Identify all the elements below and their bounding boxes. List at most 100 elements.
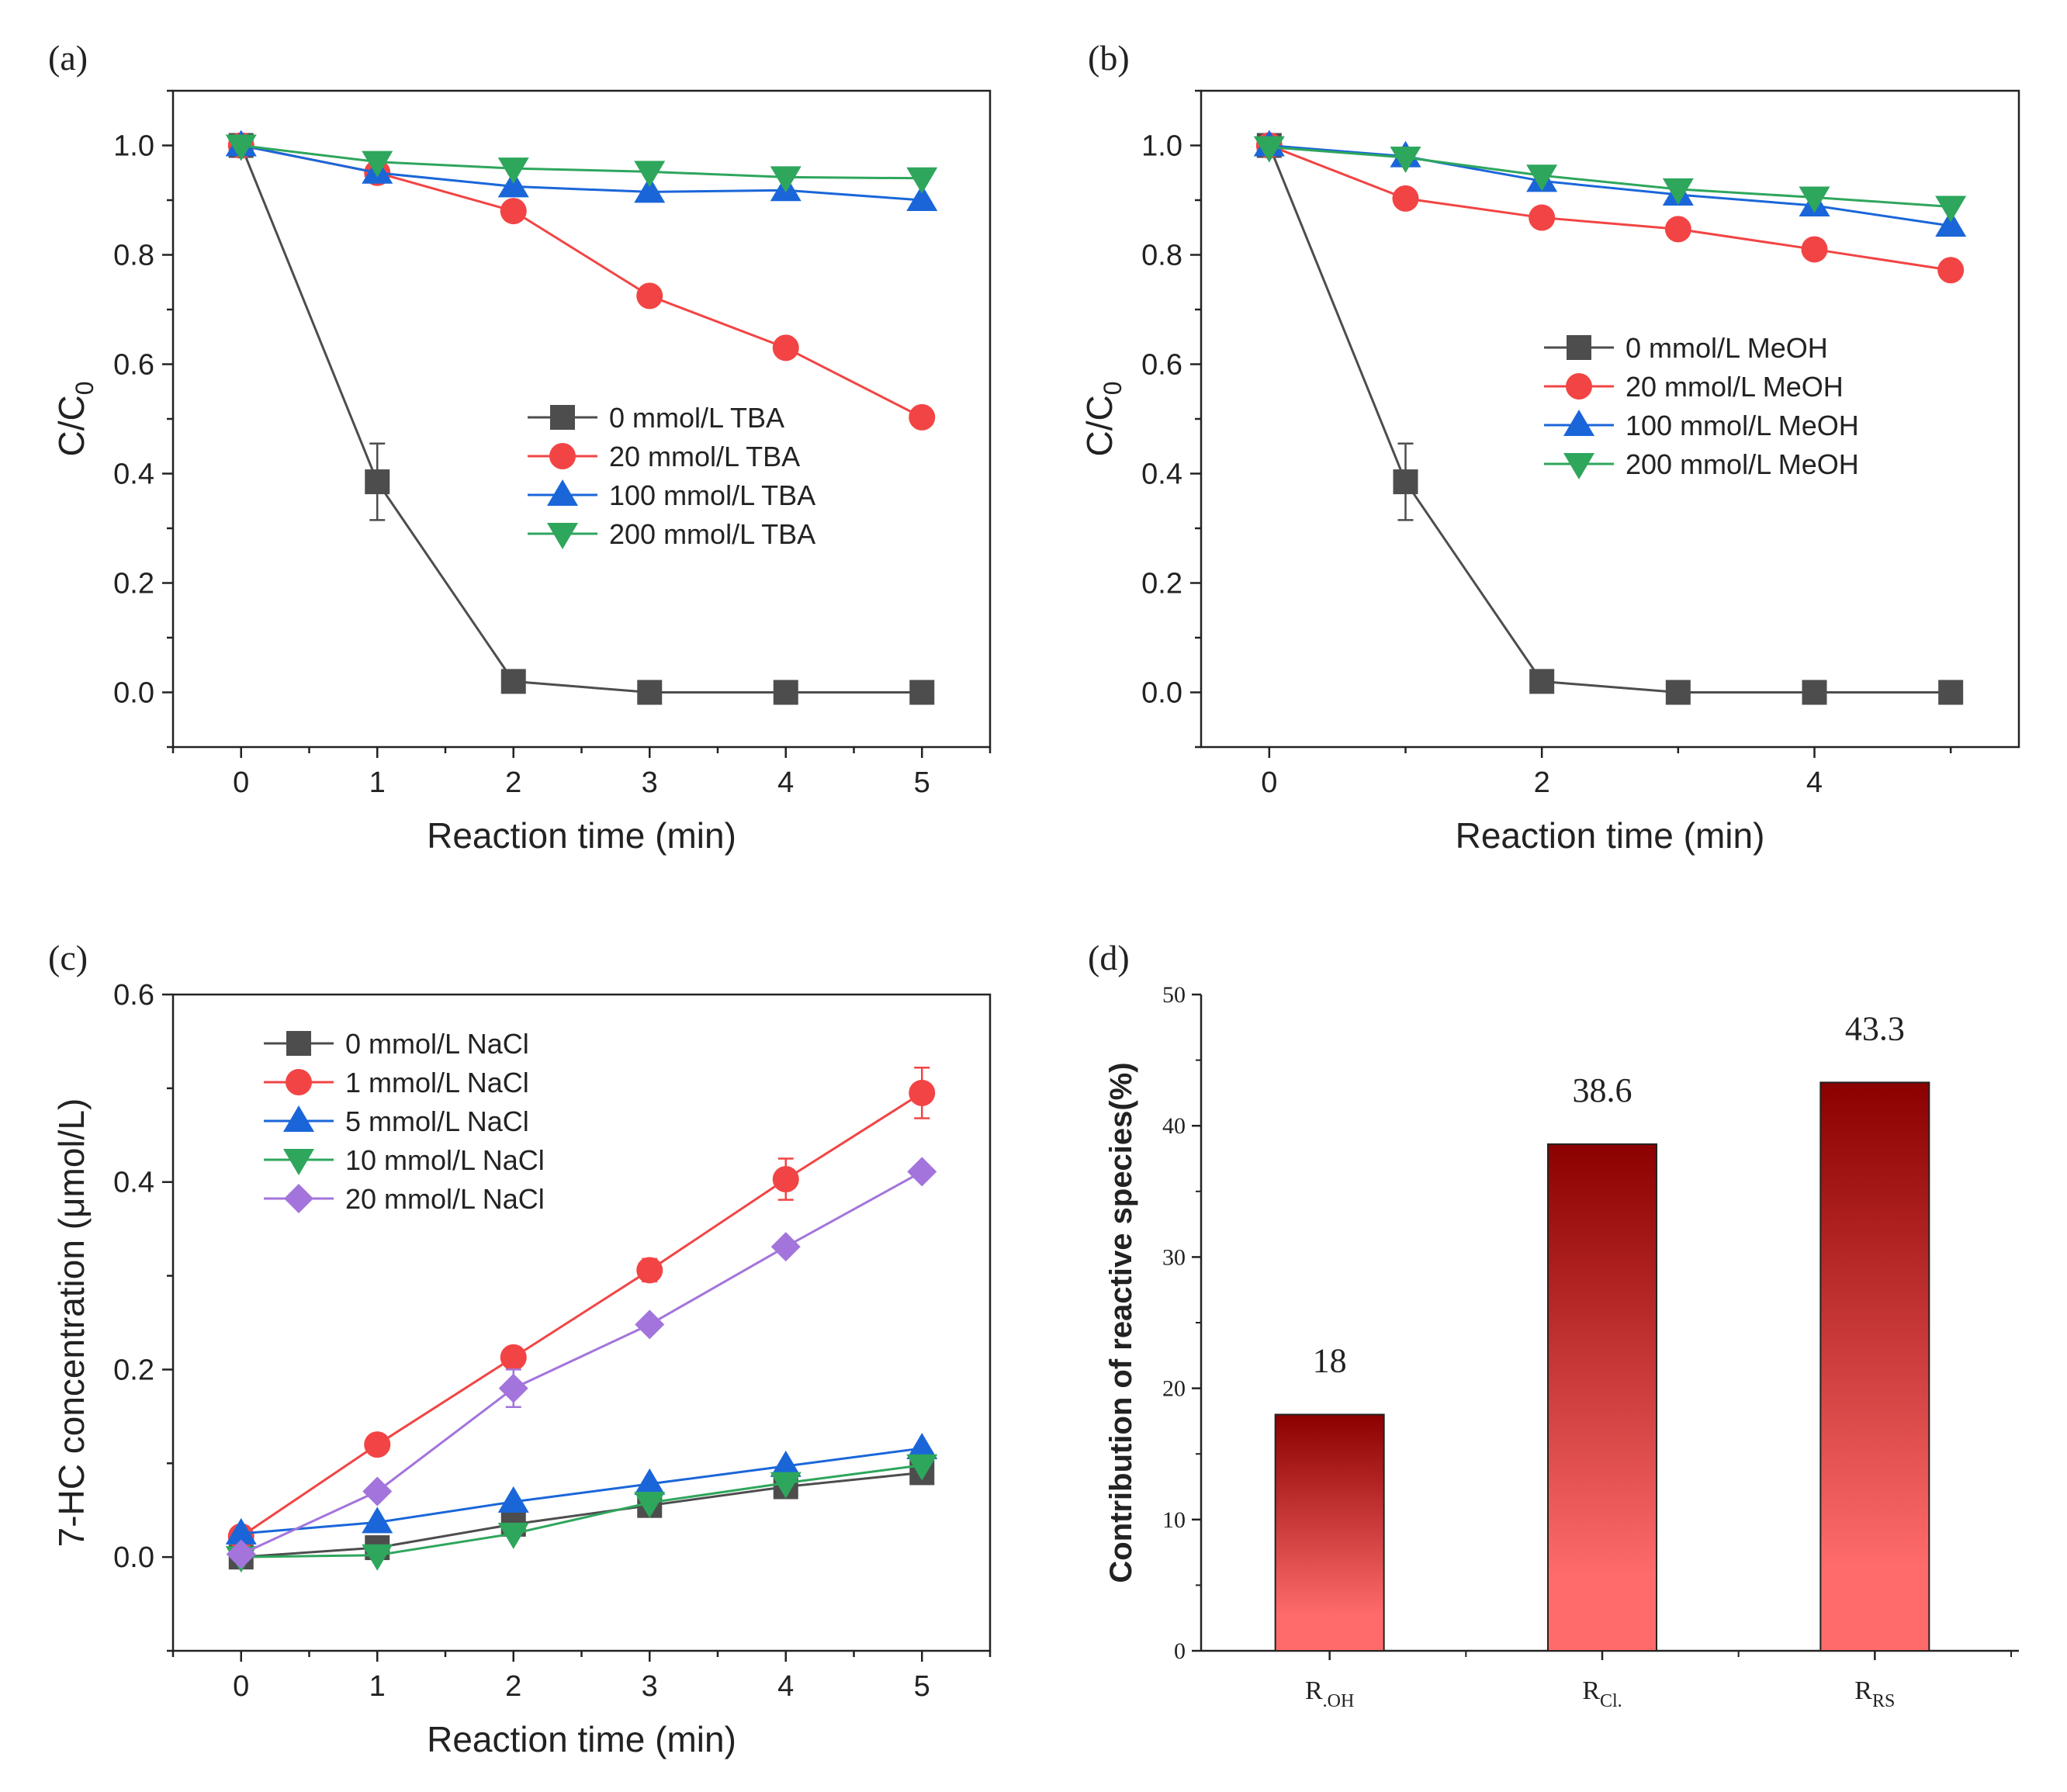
series-0 (228, 133, 935, 705)
panel-a: (a) 0 1 2 3 4 5 0.0 0.2 0.4 0.6 0.8 1.0 Reaction time… (48, 38, 992, 856)
data-point (362, 1507, 393, 1534)
data-point (500, 1344, 527, 1371)
y-axis-label-subscript: 0 (71, 381, 99, 395)
category-main: R (1305, 1676, 1323, 1705)
data-point (1392, 185, 1419, 212)
x-tick-label: 5 (914, 1670, 930, 1703)
x-tick-label: 3 (642, 766, 658, 799)
data-point (497, 171, 529, 198)
legend-label: 100 mmol/L TBA (609, 479, 815, 511)
legend-label: 20 mmol/L MeOH (1626, 371, 1844, 403)
legend-label: 0 mmol/L TBA (609, 402, 784, 434)
y-tick-label: 0.2 (113, 568, 154, 600)
legend-label: 100 mmol/L MeOH (1626, 410, 1859, 441)
x-axis-label: Reaction time (min) (427, 1719, 736, 1759)
y-axis-label-main: 7-HC concentration (μmol/L) (51, 1098, 92, 1548)
x-axis-label: Reaction time (min) (1456, 815, 1765, 856)
legend: 0 mmol/L MeOH 20 mmol/L MeOH 100 mmol/L Me… (1544, 332, 1859, 480)
legend-label: 20 mmol/L NaCl (345, 1183, 545, 1215)
legend-marker (286, 1031, 311, 1056)
data-point (770, 1450, 802, 1477)
series-line (241, 1464, 923, 1558)
data-point (637, 680, 663, 705)
data-point (773, 680, 798, 705)
legend-label: 20 mmol/L TBA (609, 441, 800, 472)
x-tick-label: 1 (369, 1670, 386, 1703)
category-subscript: .OH (1323, 1691, 1355, 1711)
data-point (225, 1517, 257, 1545)
x-tick-label: 4 (777, 766, 794, 799)
data-point (1801, 236, 1828, 263)
legend-marker (284, 1184, 313, 1213)
bar-value-label: 38.6 (1573, 1071, 1632, 1109)
y-tick-label: 50 (1162, 982, 1186, 1008)
data-point (1937, 257, 1965, 284)
data-point (636, 282, 663, 310)
category-subscript: RS (1872, 1691, 1895, 1711)
data-point (1526, 164, 1558, 192)
data-point (497, 1486, 529, 1513)
series-line (241, 1447, 923, 1535)
data-point (907, 1157, 937, 1187)
y-axis-label: Contribution of reactive species(%) (1104, 1062, 1138, 1583)
legend-label: 1 mmol/L NaCl (345, 1067, 529, 1098)
legend: 0 mmol/L TBA 20 mmol/L TBA 100 mmol/L TBA 2… (528, 402, 815, 550)
data-point (1664, 216, 1691, 243)
data-point (365, 469, 390, 495)
x-tick-label: RRS (1854, 1676, 1895, 1711)
y-axis-label: C/C0 (1079, 381, 1127, 456)
category-main: R (1582, 1676, 1600, 1705)
data-point (362, 150, 393, 178)
data-point (634, 1468, 666, 1495)
data-point (500, 198, 527, 225)
data-point (770, 1232, 801, 1262)
y-tick-label: 0.4 (1141, 458, 1182, 491)
y-tick-label: 0.6 (113, 349, 154, 382)
x-tick-label: R.OH (1305, 1676, 1354, 1711)
legend-marker (547, 479, 578, 506)
y-tick-label: 10 (1162, 1507, 1186, 1533)
data-point (1938, 680, 1964, 705)
x-tick-label: 1 (369, 766, 386, 799)
bar (1547, 1143, 1657, 1652)
data-point (498, 1373, 528, 1403)
data-point (226, 1539, 256, 1569)
series-3 (225, 1454, 938, 1573)
y-tick-label: 0.4 (113, 458, 154, 491)
data-point (634, 161, 666, 188)
y-tick-label: 0.6 (113, 979, 154, 1012)
y-tick-label: 0.0 (113, 677, 154, 710)
data-point (635, 1309, 665, 1340)
data-point (1802, 680, 1827, 705)
data-point (1390, 147, 1421, 174)
legend-marker (1567, 335, 1591, 360)
data-point (906, 1454, 938, 1481)
y-axis-label-subscript: 0 (1099, 381, 1127, 395)
legend-marker (286, 1069, 312, 1095)
legend-marker (550, 405, 575, 430)
panel-d: (d) 0 10 20 30 40 50 Contribution of reactive s… (1088, 938, 2019, 1711)
x-tick-label: RCl. (1582, 1676, 1622, 1711)
series-line (1269, 144, 1951, 272)
y-tick-label: 1.0 (113, 130, 154, 163)
bar (1819, 1081, 1930, 1652)
data-point (1662, 178, 1694, 205)
data-point (1935, 195, 1967, 223)
y-tick-label: 0.6 (1141, 349, 1182, 382)
data-point (1665, 680, 1691, 705)
data-point (1529, 669, 1555, 694)
legend: 0 mmol/L NaCl 1 mmol/L NaCl 5 mmol/L NaCl 1… (264, 1028, 545, 1215)
y-axis-label-main: C/C (51, 395, 92, 456)
legend-marker (283, 1149, 314, 1175)
data-point (634, 176, 666, 203)
legend-marker (1563, 453, 1594, 479)
x-tick-label: 3 (642, 1670, 658, 1703)
bar (1274, 1413, 1385, 1652)
data-point (500, 669, 526, 694)
data-point (1529, 204, 1556, 231)
x-tick-label: 4 (1806, 766, 1823, 799)
data-point (225, 134, 257, 161)
x-axis-label: Reaction time (min) (427, 815, 736, 856)
series-2 (225, 1432, 938, 1545)
